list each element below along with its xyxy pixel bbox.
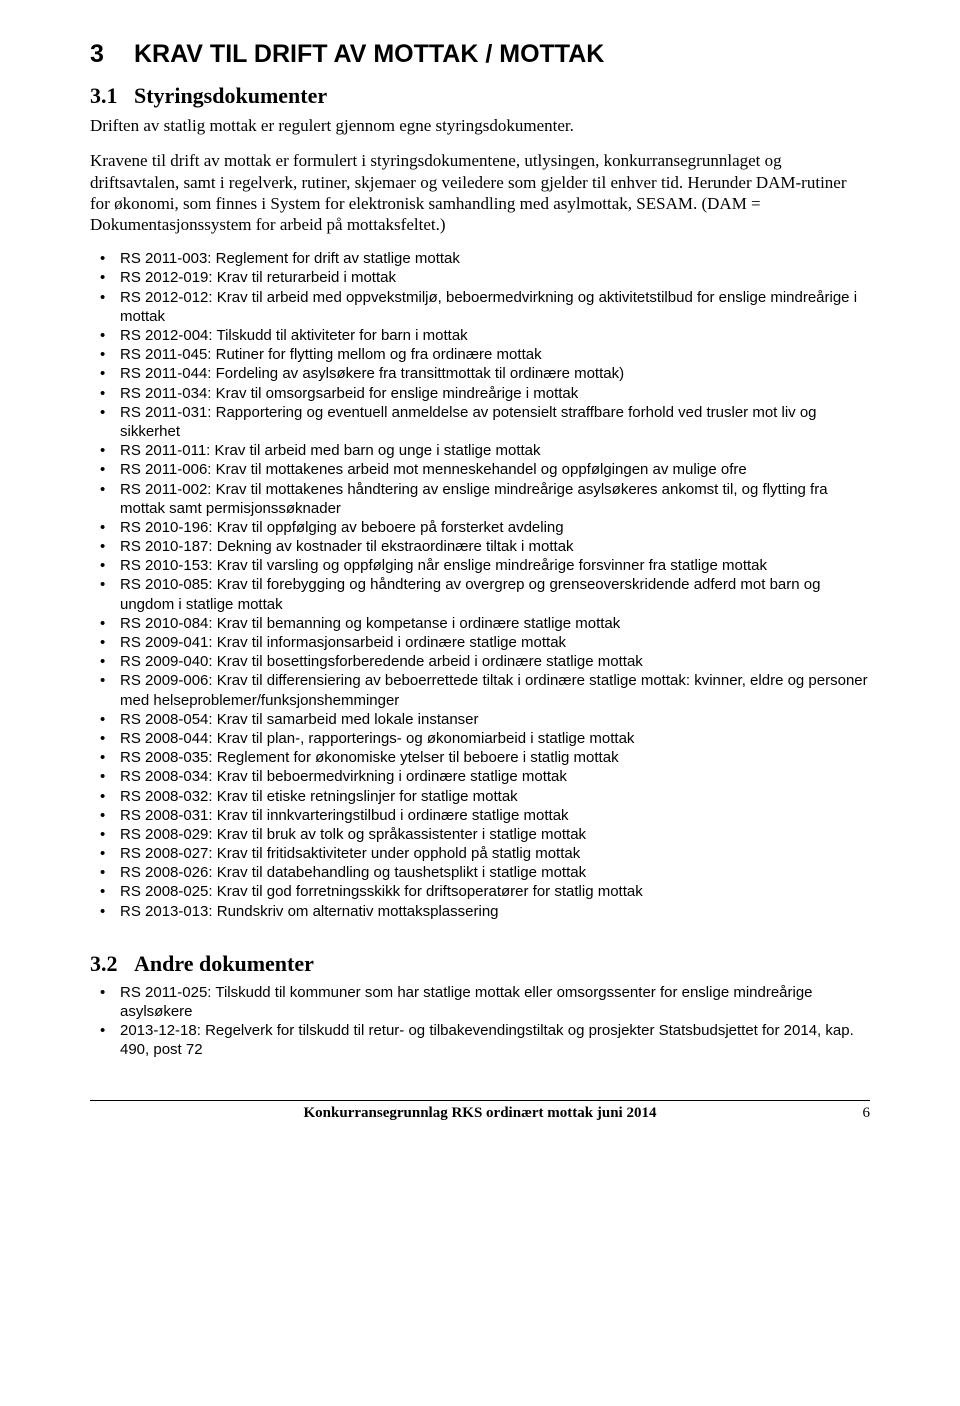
list-item: 2013-12-18: Regelverk for tilskudd til r…: [90, 1021, 870, 1059]
subsection-title: Andre dokumenter: [134, 951, 314, 977]
list-item: RS 2009-041: Krav til informasjonsarbeid…: [90, 633, 870, 652]
paragraph: Kravene til drift av mottak er formulert…: [90, 150, 870, 235]
list-item: RS 2011-003: Reglement for drift av stat…: [90, 249, 870, 268]
list-item: RS 2008-031: Krav til innkvarteringstilb…: [90, 806, 870, 825]
list-item: RS 2012-004: Tilskudd til aktiviteter fo…: [90, 326, 870, 345]
list-item: RS 2008-026: Krav til databehandling og …: [90, 863, 870, 882]
list-item: RS 2010-153: Krav til varsling og oppføl…: [90, 556, 870, 575]
page-number: 6: [863, 1105, 871, 1122]
footer-text: Konkurransegrunnlag RKS ordinært mottak …: [304, 1105, 657, 1122]
subsection-number: 3.1: [90, 83, 134, 109]
list-item: RS 2012-012: Krav til arbeid med oppveks…: [90, 288, 870, 326]
list-item: RS 2013-013: Rundskriv om alternativ mot…: [90, 902, 870, 921]
section-heading: 3 KRAV TIL DRIFT AV MOTTAK / MOTTAK: [90, 40, 870, 69]
subsection-heading: 3.2 Andre dokumenter: [90, 951, 870, 977]
bullet-list: RS 2011-025: Tilskudd til kommuner som h…: [90, 983, 870, 1060]
list-item: RS 2011-006: Krav til mottakenes arbeid …: [90, 460, 870, 479]
list-item: RS 2008-044: Krav til plan-, rapporterin…: [90, 729, 870, 748]
list-item: RS 2008-032: Krav til etiske retningslin…: [90, 787, 870, 806]
list-item: RS 2011-045: Rutiner for flytting mellom…: [90, 345, 870, 364]
footer-divider: [90, 1100, 870, 1101]
list-item: RS 2009-006: Krav til differensiering av…: [90, 671, 870, 709]
list-item: RS 2010-085: Krav til forebygging og hån…: [90, 575, 870, 613]
section-number: 3: [90, 40, 134, 69]
paragraph: Driften av statlig mottak er regulert gj…: [90, 115, 870, 136]
list-item: RS 2010-187: Dekning av kostnader til ek…: [90, 537, 870, 556]
list-item: RS 2008-027: Krav til fritidsaktiviteter…: [90, 844, 870, 863]
subsection-number: 3.2: [90, 951, 134, 977]
list-item: RS 2011-034: Krav til omsorgsarbeid for …: [90, 384, 870, 403]
list-item: RS 2008-034: Krav til beboermedvirkning …: [90, 767, 870, 786]
list-item: RS 2011-025: Tilskudd til kommuner som h…: [90, 983, 870, 1021]
list-item: RS 2008-035: Reglement for økonomiske yt…: [90, 748, 870, 767]
list-item: RS 2011-044: Fordeling av asylsøkere fra…: [90, 364, 870, 383]
section-title: KRAV TIL DRIFT AV MOTTAK / MOTTAK: [134, 40, 604, 69]
subsection-heading: 3.1 Styringsdokumenter: [90, 83, 870, 109]
list-item: RS 2010-084: Krav til bemanning og kompe…: [90, 614, 870, 633]
list-item: RS 2008-054: Krav til samarbeid med loka…: [90, 710, 870, 729]
subsection-title: Styringsdokumenter: [134, 83, 327, 109]
list-item: RS 2010-196: Krav til oppfølging av bebo…: [90, 518, 870, 537]
page-footer: Konkurransegrunnlag RKS ordinært mottak …: [90, 1100, 870, 1122]
list-item: RS 2008-025: Krav til god forretningsski…: [90, 882, 870, 901]
list-item: RS 2011-031: Rapportering og eventuell a…: [90, 403, 870, 441]
list-item: RS 2012-019: Krav til returarbeid i mott…: [90, 268, 870, 287]
list-item: RS 2011-002: Krav til mottakenes håndter…: [90, 480, 870, 518]
list-item: RS 2009-040: Krav til bosettingsforbered…: [90, 652, 870, 671]
bullet-list: RS 2011-003: Reglement for drift av stat…: [90, 249, 870, 921]
list-item: RS 2008-029: Krav til bruk av tolk og sp…: [90, 825, 870, 844]
list-item: RS 2011-011: Krav til arbeid med barn og…: [90, 441, 870, 460]
